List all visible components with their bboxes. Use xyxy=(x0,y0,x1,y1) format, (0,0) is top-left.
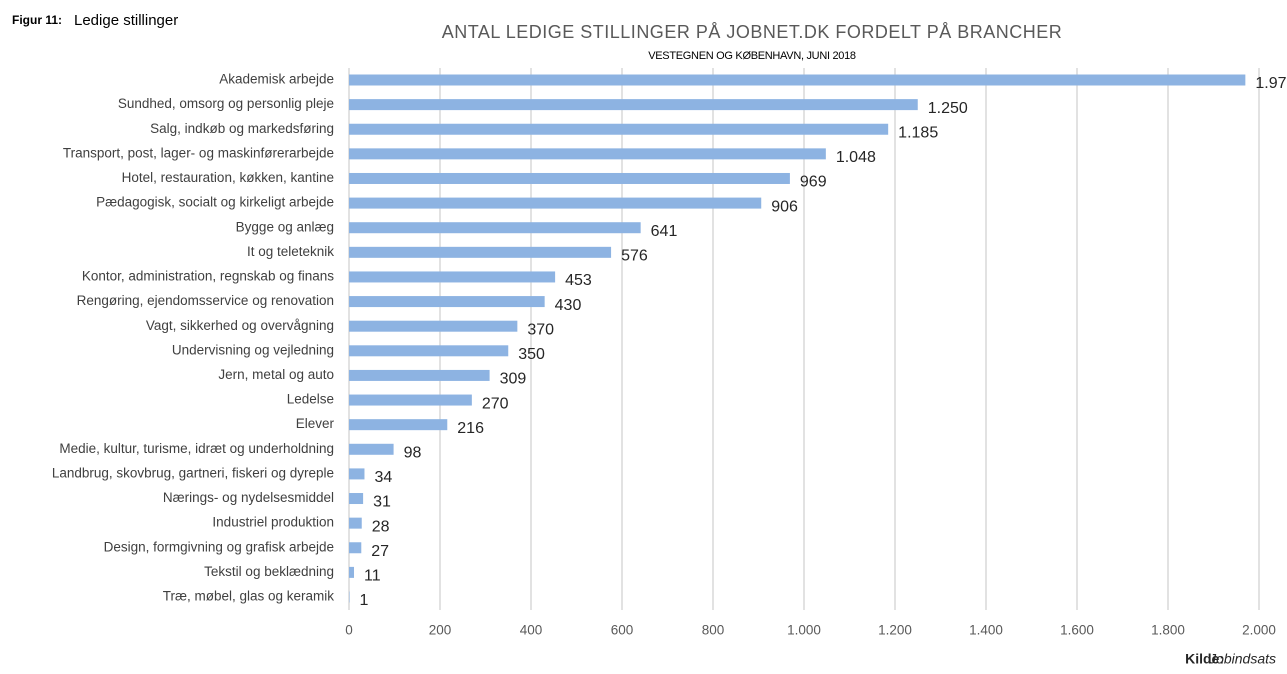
bar xyxy=(349,518,362,529)
value-label: 370 xyxy=(527,321,554,338)
category-label: Design, formgivning og grafisk arbejde xyxy=(104,539,334,554)
category-label: Vagt, sikkerhed og overvågning xyxy=(146,318,334,333)
category-label: Tekstil og beklædning xyxy=(204,564,334,579)
x-tick-label: 1.200 xyxy=(878,623,912,638)
category-label: Nærings- og nydelsesmiddel xyxy=(163,490,334,505)
bar xyxy=(349,419,447,430)
bar xyxy=(349,247,611,258)
bar xyxy=(349,296,545,307)
value-label: 28 xyxy=(372,518,390,535)
category-label: Ledelse xyxy=(287,392,334,407)
bar xyxy=(349,75,1245,86)
x-tick-label: 600 xyxy=(611,623,634,638)
value-label: 98 xyxy=(404,445,422,462)
bar xyxy=(349,173,790,184)
value-label: 1.970 xyxy=(1255,75,1287,92)
category-label: Landbrug, skovbrug, gartneri, fiskeri og… xyxy=(52,465,334,480)
category-label: Træ, møbel, glas og keramik xyxy=(163,589,335,604)
bar xyxy=(349,542,361,553)
category-label: Transport, post, lager- og maskinførerar… xyxy=(63,145,334,160)
category-label: Hotel, restauration, køkken, kantine xyxy=(122,170,334,185)
category-label: Medie, kultur, turisme, idræt og underho… xyxy=(59,441,334,456)
source-text: Jobindsats xyxy=(1208,651,1276,667)
bar xyxy=(349,124,888,135)
category-label: Rengøring, ejendomsservice og renovation xyxy=(77,293,334,308)
bar xyxy=(349,271,555,282)
value-label: 216 xyxy=(457,420,484,437)
category-label: Akademisk arbejde xyxy=(219,72,334,87)
value-label: 1.250 xyxy=(928,100,968,117)
bar xyxy=(349,370,490,381)
value-label: 1.185 xyxy=(898,124,938,141)
x-tick-label: 1.600 xyxy=(1060,623,1094,638)
bar xyxy=(349,148,826,159)
category-label: Undervisning og vejledning xyxy=(172,342,334,357)
category-label: Industriel produktion xyxy=(212,515,334,530)
value-label: 576 xyxy=(621,248,648,265)
x-tick-label: 1.400 xyxy=(969,623,1003,638)
x-tick-label: 400 xyxy=(520,623,543,638)
x-tick-label: 1.000 xyxy=(787,623,821,638)
figure-number: Figur 11: xyxy=(12,13,62,27)
x-tick-label: 2.000 xyxy=(1242,623,1276,638)
x-tick-label: 0 xyxy=(345,623,353,638)
category-label: Kontor, administration, regnskab og fina… xyxy=(82,269,334,284)
bar xyxy=(349,468,364,479)
value-label: 641 xyxy=(651,223,678,240)
bar xyxy=(349,99,918,110)
category-label: It og teleteknik xyxy=(247,244,334,259)
category-label: Bygge og anlæg xyxy=(236,219,334,234)
x-tick-label: 1.800 xyxy=(1151,623,1185,638)
value-label: 31 xyxy=(373,494,391,511)
bar xyxy=(349,198,761,209)
category-label: Salg, indkøb og markedsføring xyxy=(150,121,334,136)
value-label: 906 xyxy=(771,198,798,215)
value-label: 34 xyxy=(374,469,392,486)
value-label: 27 xyxy=(371,543,389,560)
value-label: 1 xyxy=(359,592,368,609)
category-label: Elever xyxy=(296,416,335,431)
value-label: 270 xyxy=(482,395,509,412)
value-label: 11 xyxy=(364,568,381,585)
category-label: Jern, metal og auto xyxy=(218,367,334,382)
bar xyxy=(349,345,508,356)
x-tick-label: 800 xyxy=(702,623,725,638)
chart-title: ANTAL LEDIGE STILLINGER PÅ JOBNET.DK FOR… xyxy=(442,22,1062,42)
bar xyxy=(349,493,363,504)
x-tick-label: 200 xyxy=(429,623,452,638)
bar xyxy=(349,395,472,406)
value-label: 1.048 xyxy=(836,149,876,166)
value-label: 309 xyxy=(500,371,527,388)
value-label: 969 xyxy=(800,174,827,191)
bar xyxy=(349,444,394,455)
figure-caption: Ledige stillinger xyxy=(74,12,178,29)
bar xyxy=(349,567,354,578)
bar xyxy=(349,321,517,332)
category-label: Pædagogisk, socialt og kirkeligt arbejde xyxy=(96,195,334,210)
value-label: 430 xyxy=(555,297,582,314)
value-label: 350 xyxy=(518,346,545,363)
category-label: Sundhed, omsorg og personlig pleje xyxy=(118,96,334,111)
bar xyxy=(349,222,641,233)
value-label: 453 xyxy=(565,272,592,289)
chart-subtitle: VESTEGNEN OG KØBENHAVN, JUNI 2018 xyxy=(648,50,856,62)
